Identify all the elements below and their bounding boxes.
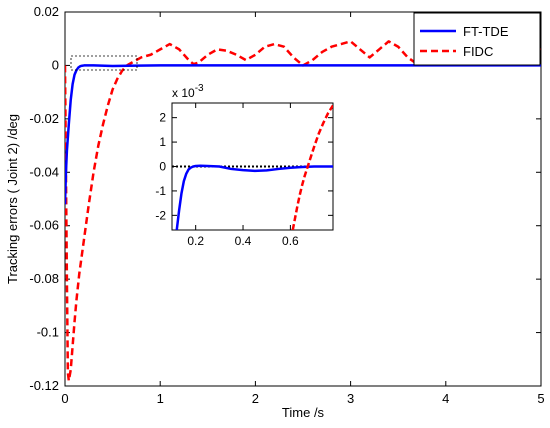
inset-exponent-power: -3 (195, 83, 204, 94)
inset-y-tick-label: 2 (159, 111, 166, 125)
main-x-tick-label: 2 (252, 391, 259, 406)
x-axis-label: Time /s (282, 405, 325, 420)
main-ticks: 0 1 2 3 4 5 0.02 0 -0.02 -0.04 -0.06 -0.08 -0.1 -0.12 (29, 4, 544, 406)
main-y-tick-label: -0.04 (29, 164, 59, 179)
inset-x-tick-label: 0.2 (187, 234, 204, 248)
inset-ticks: 0.2 0.4 0.6 2 1 0 -1 -2 (155, 103, 333, 248)
main-y-tick-label: 0.02 (34, 4, 59, 19)
inset-exponent-base: x 10 (172, 86, 195, 100)
inset-y-tick-label: 0 (159, 160, 166, 174)
inset-x-tick-label: 0.4 (235, 234, 252, 248)
inset-y-tick-label: -2 (155, 208, 166, 222)
y-axis-label: Tracking errors ( Joint 2) /deg (5, 114, 20, 284)
main-x-tick-label: 1 (157, 391, 164, 406)
inset-y-tick-label: 1 (159, 135, 166, 149)
inset-series (172, 104, 333, 230)
legend-label-fidc: FIDC (463, 44, 493, 59)
inset-plot: 0.2 0.4 0.6 2 1 0 -1 -2 x 10-3 (155, 83, 334, 248)
inset-series-fidc (291, 104, 333, 230)
main-x-tick-label: 3 (347, 391, 354, 406)
main-plot-area: 0 1 2 3 4 5 0.02 0 -0.02 -0.04 -0.06 -0.08 -0.1 -0.12 (29, 4, 544, 406)
inset-y-tick-label: -1 (155, 184, 166, 198)
main-y-tick-label: -0.1 (37, 325, 59, 340)
zoom-region-box (70, 55, 138, 71)
main-y-tick-label: -0.02 (29, 111, 59, 126)
main-y-tick-label: -0.12 (29, 378, 59, 393)
inset-series-ft-tde (175, 164, 333, 230)
main-x-tick-label: 5 (537, 391, 544, 406)
main-series-ft-tde (65, 64, 541, 205)
main-y-tick-label: -0.08 (29, 271, 59, 286)
main-x-tick-label: 4 (442, 391, 449, 406)
legend-box (413, 12, 541, 66)
legend: FT-TDE FIDC (413, 12, 541, 66)
main-x-tick-label: 0 (61, 391, 68, 406)
legend-label-ft-tde: FT-TDE (463, 24, 509, 39)
main-y-tick-label: 0 (52, 57, 59, 72)
inset-exponent-label: x 10-3 (172, 83, 204, 100)
inset-x-tick-label: 0.6 (282, 234, 299, 248)
main-y-tick-label: -0.06 (29, 218, 59, 233)
